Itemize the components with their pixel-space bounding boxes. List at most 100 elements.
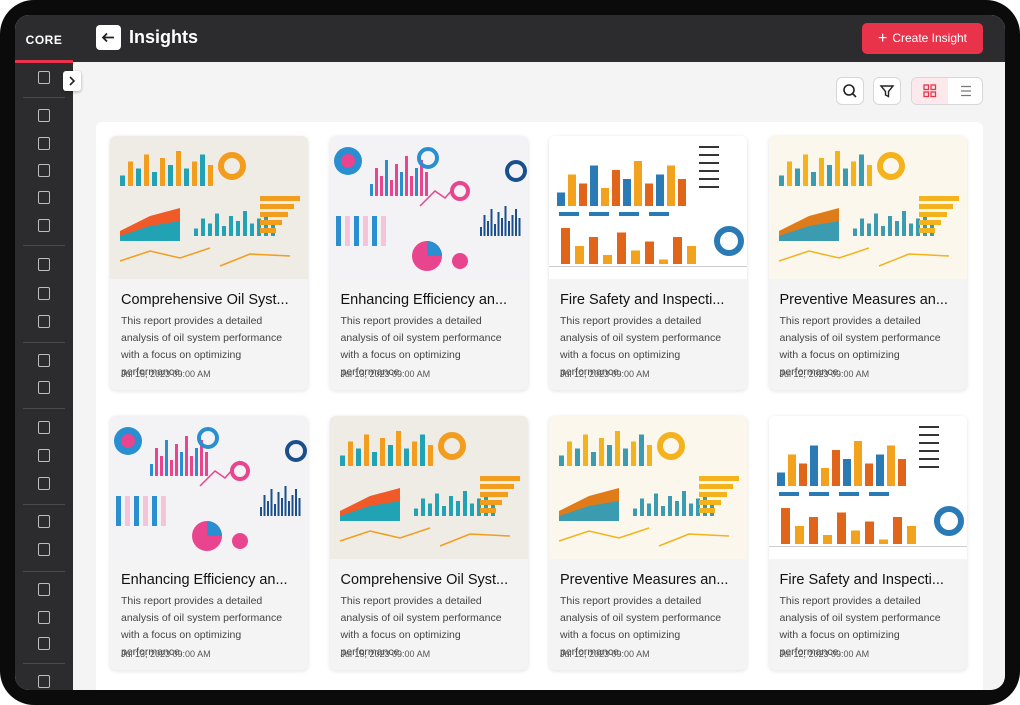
card-date: Jul 12, 2023 09:00 AM bbox=[779, 649, 870, 659]
thumb-shape bbox=[820, 468, 829, 486]
thumb-shape bbox=[274, 504, 276, 516]
thumb-shape bbox=[190, 456, 193, 476]
thumb-shape bbox=[559, 501, 619, 521]
thumb-shape bbox=[918, 220, 941, 225]
insight-card[interactable]: Fire Safety and Inspecti... This report p… bbox=[768, 416, 967, 670]
thumbnail bbox=[329, 136, 528, 279]
thumb-shape bbox=[339, 527, 510, 547]
thumb-shape bbox=[236, 221, 240, 236]
thumb-shape bbox=[185, 436, 188, 476]
thumb-shape bbox=[617, 232, 626, 264]
card-description: This report provides a detailed analysis… bbox=[121, 315, 283, 378]
thumb-shape bbox=[818, 158, 824, 186]
thumb-shape bbox=[557, 192, 565, 206]
card-description: This report provides a detailed analysis… bbox=[340, 595, 502, 658]
insight-card[interactable]: Comprehensive Oil Syst... This report pro… bbox=[329, 416, 528, 670]
search-button[interactable] bbox=[836, 77, 864, 105]
thumbnail bbox=[110, 416, 308, 559]
thumb-shape bbox=[455, 501, 460, 516]
thumb-shape bbox=[918, 458, 939, 460]
thumb-shape bbox=[579, 183, 587, 206]
thumb-shape bbox=[850, 161, 856, 186]
thumb-shape bbox=[170, 460, 173, 476]
thumb-shape bbox=[864, 521, 874, 544]
thumb-shape bbox=[623, 448, 628, 466]
list-view[interactable] bbox=[948, 78, 983, 104]
thumb-shape bbox=[868, 492, 889, 496]
sidebar-toggle[interactable] bbox=[63, 71, 81, 91]
thumb-shape bbox=[603, 255, 612, 264]
thumb-shape bbox=[575, 448, 580, 466]
thumb-shape bbox=[504, 160, 527, 182]
sidebar-icon bbox=[38, 477, 50, 490]
insight-card[interactable]: Enhancing Efficiency an... This report pr… bbox=[329, 136, 528, 390]
thumb-shape bbox=[121, 434, 135, 448]
thumb-shape bbox=[371, 452, 377, 466]
thumb-shape bbox=[687, 246, 696, 264]
thumb-shape bbox=[295, 489, 297, 516]
sidebar-icon bbox=[38, 515, 50, 528]
thumb-shape bbox=[786, 161, 792, 186]
thumb-shape bbox=[612, 170, 620, 206]
thumb-shape bbox=[853, 441, 862, 486]
back-button[interactable] bbox=[96, 25, 121, 50]
thumb-shape bbox=[347, 441, 353, 466]
thumb-shape bbox=[462, 491, 467, 516]
thumb-shape bbox=[559, 455, 564, 466]
insight-card[interactable]: Comprehensive Oil Syst... This report pro… bbox=[110, 136, 308, 390]
thumb-shape bbox=[371, 216, 377, 246]
thumb-shape bbox=[128, 161, 133, 186]
thumb-shape bbox=[184, 168, 189, 186]
thumb-shape bbox=[787, 454, 796, 486]
thumb-shape bbox=[880, 226, 885, 236]
thumb-shape bbox=[918, 442, 939, 444]
thumb-shape bbox=[403, 448, 409, 466]
thumb-shape bbox=[277, 492, 280, 516]
insight-card[interactable]: Fire Safety and Inspecti... This report p… bbox=[549, 136, 747, 390]
thumb-shape bbox=[682, 491, 686, 516]
thumb-shape bbox=[389, 180, 393, 196]
thumb-shape bbox=[180, 452, 183, 476]
thumb-shape bbox=[918, 196, 959, 201]
insight-card[interactable]: Preventive Measures an... This report pro… bbox=[768, 136, 967, 390]
thumb-shape bbox=[291, 495, 294, 516]
thumb-shape bbox=[420, 498, 425, 516]
thumb-shape bbox=[152, 172, 157, 186]
thumbnail bbox=[768, 136, 967, 279]
thumb-shape bbox=[810, 172, 816, 186]
thumb-shape bbox=[479, 500, 502, 505]
thumb-shape bbox=[250, 223, 254, 236]
thumb-shape bbox=[918, 228, 935, 233]
thumb-shape bbox=[567, 441, 572, 466]
thumb-shape bbox=[511, 215, 513, 236]
back-arrow bbox=[101, 32, 114, 43]
filter-button[interactable] bbox=[873, 77, 901, 105]
sidebar-divider bbox=[23, 97, 65, 98]
thumb-shape bbox=[918, 204, 953, 209]
thumb-shape bbox=[714, 226, 744, 256]
insight-card[interactable]: Enhancing Efficiency an... This report pr… bbox=[110, 416, 308, 670]
sidebar-icon bbox=[38, 219, 50, 232]
thumb-shape bbox=[215, 213, 219, 236]
content-panel: Comprehensive Oil Syst... This report pro… bbox=[96, 122, 983, 690]
thumb-shape bbox=[514, 209, 517, 236]
sidebar: CORE bbox=[15, 15, 73, 690]
thumb-shape bbox=[493, 224, 496, 236]
thumb-shape bbox=[426, 241, 442, 256]
insight-card[interactable]: Preventive Measures an... This report pro… bbox=[549, 416, 747, 670]
grid-view[interactable] bbox=[912, 78, 948, 104]
card-description: This report provides a detailed analysis… bbox=[560, 315, 722, 378]
thumb-shape bbox=[379, 176, 383, 196]
thumb-shape bbox=[649, 212, 669, 216]
thumb-shape bbox=[808, 517, 818, 544]
thumb-shape bbox=[260, 220, 282, 225]
thumb-shape bbox=[490, 209, 492, 236]
create-button[interactable]: + Create Insight bbox=[862, 23, 983, 54]
thumb-shape bbox=[285, 440, 307, 462]
thumb-shape bbox=[136, 168, 141, 186]
thumb-shape bbox=[125, 496, 130, 526]
thumb-shape bbox=[369, 184, 373, 196]
thumb-shape bbox=[152, 496, 157, 526]
thumb-shape bbox=[778, 221, 839, 241]
card-date: Jul 12, 2023 09:00 AM bbox=[779, 369, 870, 379]
